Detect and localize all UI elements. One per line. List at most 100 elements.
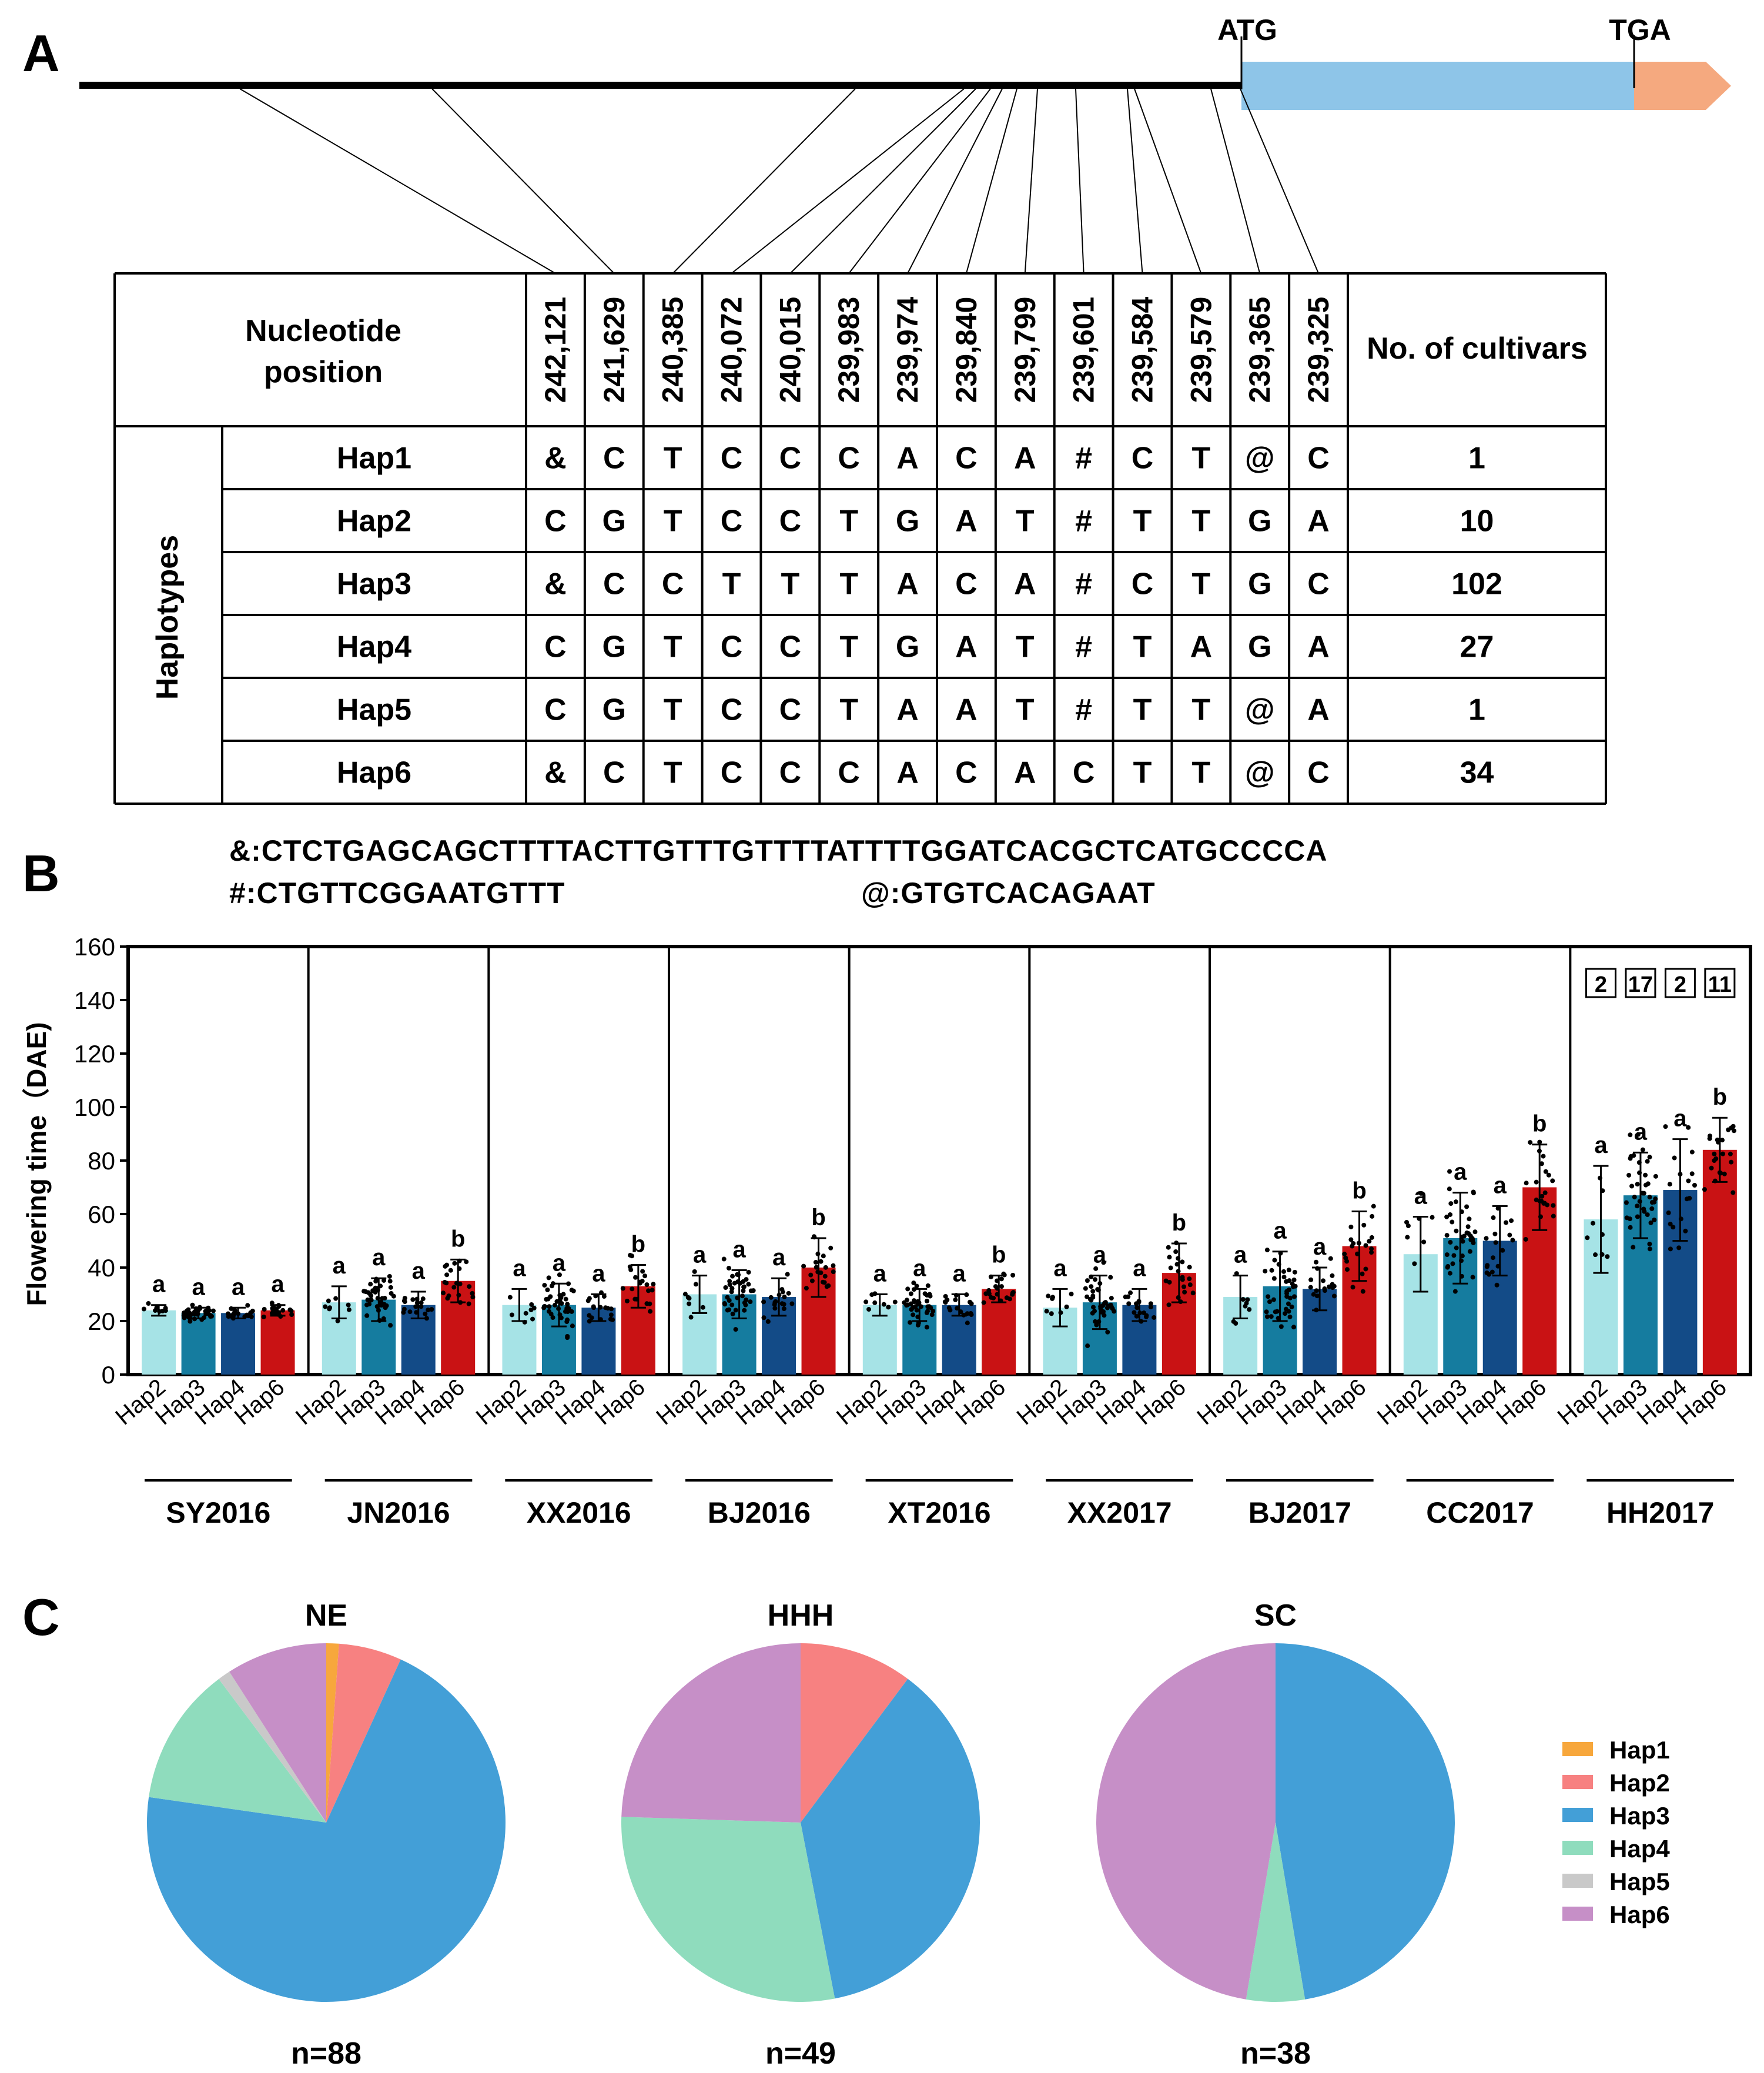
allele-cell: C: [544, 504, 567, 539]
data-point: [746, 1282, 751, 1287]
start-codon-label: ATG: [1217, 14, 1277, 46]
data-point: [765, 1319, 771, 1324]
data-point: [272, 1308, 277, 1313]
data-point: [452, 1260, 457, 1266]
data-point: [203, 1311, 209, 1316]
data-point: [1046, 1293, 1051, 1299]
data-point: [1653, 1196, 1658, 1202]
data-point: [1289, 1304, 1294, 1309]
allele-cell: T: [664, 693, 682, 727]
data-point: [1672, 1155, 1677, 1161]
pie-slice: [326, 1643, 339, 1823]
data-point: [1348, 1237, 1354, 1242]
data-point: [1084, 1294, 1090, 1299]
data-point: [523, 1310, 528, 1316]
mean-bar: [982, 1289, 1016, 1375]
data-point: [1097, 1281, 1103, 1286]
data-point: [768, 1295, 774, 1300]
data-point: [1467, 1216, 1472, 1222]
data-point: [1687, 1196, 1692, 1201]
data-point: [1355, 1251, 1360, 1256]
data-point: [1731, 1128, 1736, 1134]
cultivar-count: 102: [1451, 567, 1502, 601]
data-point: [813, 1260, 818, 1265]
pie-title: NE: [305, 1599, 347, 1633]
data-point: [908, 1291, 913, 1296]
data-point: [1635, 1132, 1641, 1137]
data-point: [561, 1292, 566, 1297]
allele-cell: T: [839, 567, 858, 601]
data-point: [444, 1272, 450, 1278]
data-point: [1287, 1295, 1293, 1300]
significance-letter: b: [1172, 1210, 1186, 1236]
significance-letter: a: [232, 1274, 245, 1300]
data-point: [924, 1298, 929, 1303]
data-point: [1367, 1239, 1372, 1244]
mean-bar: [181, 1313, 216, 1375]
data-point: [190, 1302, 195, 1308]
data-point: [1730, 1124, 1736, 1129]
data-point: [608, 1316, 613, 1322]
data-point: [650, 1288, 655, 1293]
data-point: [1190, 1290, 1196, 1296]
data-point: [789, 1301, 795, 1306]
data-point: [809, 1278, 815, 1283]
insertion-sequence-hash: #:CTGTTCGGAATGTTT: [229, 877, 565, 910]
data-point: [1007, 1296, 1013, 1302]
significance-letter: a: [1053, 1255, 1067, 1281]
allele-cell: C: [955, 567, 978, 601]
data-point: [448, 1268, 453, 1273]
mean-bar: [862, 1305, 897, 1375]
data-point: [1091, 1305, 1096, 1310]
sample-size-label: 11: [1708, 972, 1732, 997]
data-point: [444, 1262, 450, 1268]
allele-cell: A: [1014, 442, 1036, 476]
allele-cell: C: [721, 442, 743, 476]
environment-label: JN2016: [347, 1496, 450, 1529]
table-header-nucleotide: Nucleotide: [245, 314, 401, 348]
data-point: [1647, 1195, 1652, 1200]
data-point: [470, 1290, 475, 1296]
data-point: [1448, 1212, 1453, 1217]
position-header: 239,799: [1009, 297, 1042, 403]
data-point: [456, 1292, 461, 1298]
legend-swatch: [1562, 1742, 1593, 1756]
environment-label: SY2016: [166, 1496, 270, 1529]
data-point: [419, 1304, 424, 1309]
data-point: [1263, 1269, 1268, 1274]
pie-slice: [147, 1659, 506, 2002]
cultivar-count: 10: [1460, 504, 1494, 539]
allele-cell: #: [1075, 567, 1092, 601]
data-point: [743, 1302, 748, 1308]
data-point: [1083, 1286, 1088, 1291]
position-header: 240,072: [715, 297, 748, 403]
data-point: [1069, 1291, 1074, 1296]
data-point: [429, 1307, 434, 1312]
data-point: [929, 1312, 935, 1318]
allele-cell: G: [602, 630, 626, 664]
haplotype-row-label: Hap1: [337, 442, 411, 476]
position-header: 239,584: [1126, 296, 1159, 403]
data-point: [441, 1290, 446, 1296]
data-point: [414, 1300, 420, 1305]
data-point: [1629, 1183, 1635, 1189]
data-point: [1653, 1173, 1658, 1179]
data-point: [1418, 1191, 1424, 1196]
data-point: [1546, 1172, 1551, 1178]
gene-model: ATG TGA: [79, 14, 1731, 274]
data-point: [1090, 1289, 1096, 1294]
bar-chart-axes: 020406080100120140160Hap2Hap3Hap4Hap6SY2…: [74, 933, 1752, 1529]
data-point: [1182, 1289, 1187, 1295]
pie-slice: [1246, 1823, 1306, 2002]
allele-cell: T: [1191, 442, 1210, 476]
significance-letter: b: [451, 1226, 465, 1252]
data-point: [1330, 1273, 1335, 1278]
data-point: [1460, 1239, 1465, 1244]
data-point: [566, 1281, 571, 1286]
data-point: [1311, 1292, 1316, 1297]
allele-cell: C: [1073, 756, 1095, 790]
allele-cell: C: [779, 504, 802, 539]
data-point: [1090, 1293, 1096, 1299]
data-point: [1268, 1314, 1274, 1319]
data-point: [1542, 1201, 1547, 1206]
